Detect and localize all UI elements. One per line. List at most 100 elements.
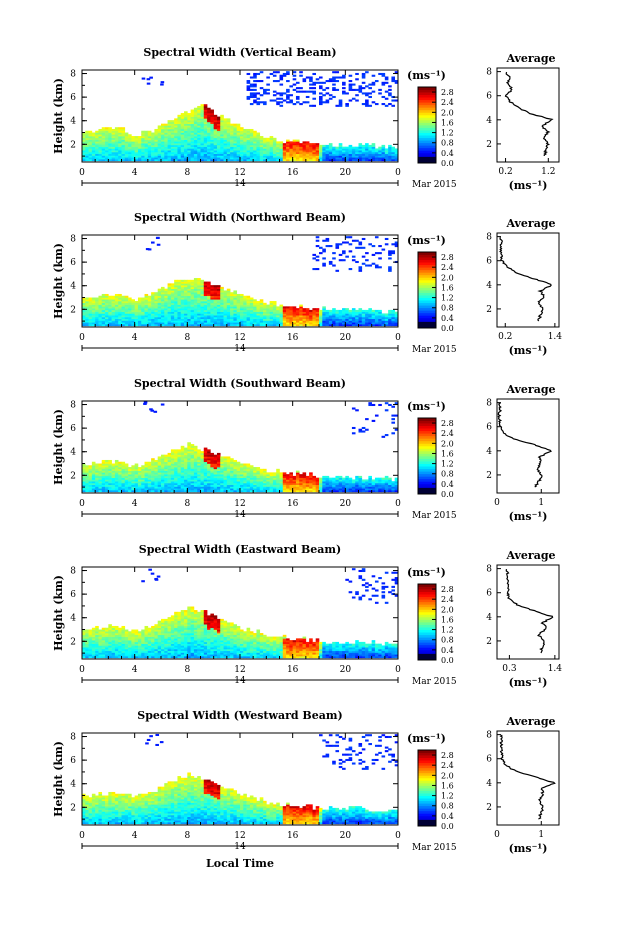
heatmap-cell [338, 318, 343, 321]
heatmap-cell [174, 128, 178, 132]
heatmap-cell [253, 148, 257, 151]
heatmap-cell [101, 157, 106, 160]
heatmap-cell [95, 155, 99, 158]
heatmap-cell [315, 324, 320, 327]
heatmap-cell [210, 288, 214, 291]
heatmap-cell [174, 159, 178, 162]
heatmap-cell [144, 467, 149, 470]
heatmap-cell [220, 116, 224, 119]
heatmap-cell [170, 461, 175, 464]
heatmap-cell [98, 474, 103, 477]
heatmap-cell [207, 290, 211, 293]
heatmap-cell [207, 301, 211, 304]
heatmap-cell [193, 481, 198, 484]
heatmap-cell [98, 318, 103, 321]
heatmap-cell [230, 123, 234, 126]
heatmap-cell [118, 316, 122, 320]
heatmap-cell [328, 151, 333, 155]
heatmap-cell [263, 153, 267, 156]
heatmap-cell [233, 470, 238, 473]
colorbar-swatch [418, 277, 436, 281]
heatmap-cell [236, 468, 241, 471]
heatmap-cell [259, 136, 264, 139]
colorbar-swatch [418, 114, 436, 118]
heatmap-cell [240, 490, 244, 493]
heatmap-cell [193, 136, 198, 139]
colorbar-swatch [418, 137, 436, 141]
heatmap-cell [200, 311, 205, 314]
heatmap-cell [394, 315, 399, 318]
colorbar-frame [417, 251, 437, 329]
heatmap-cell [292, 324, 297, 327]
colorbar-swatch [418, 112, 436, 116]
heatmap-cell [335, 243, 340, 246]
heatmap-cell [161, 308, 165, 311]
heatmap-cell [315, 143, 320, 146]
heatmap-cell [190, 449, 195, 452]
heatmap-cell [272, 318, 277, 321]
heatmap-cell [190, 304, 195, 307]
heatmap-cell [388, 269, 392, 272]
heatmap-cell [236, 472, 241, 475]
heatmap-cell [147, 465, 152, 468]
heatmap-cell [187, 452, 191, 455]
heatmap-cell [226, 320, 231, 323]
heatmap-cell [151, 461, 155, 464]
heatmap-cell [82, 134, 86, 137]
heatmap-cell [200, 292, 205, 295]
heatmap-cell [388, 157, 392, 160]
heatmap-cell [180, 308, 185, 311]
heatmap-cell [190, 136, 195, 139]
heatmap-cell [286, 482, 290, 486]
heatmap-cell [82, 463, 86, 466]
heatmap-cell [371, 313, 376, 316]
heatmap-cell [276, 479, 280, 482]
heatmap-cell [391, 318, 396, 321]
heatmap-cell [164, 311, 168, 314]
heatmap-cell [154, 148, 159, 151]
heatmap-cell [161, 458, 165, 461]
heatmap-cell [332, 87, 336, 90]
heatmap-cell [203, 482, 208, 486]
heatmap-cell [309, 159, 313, 162]
heatmap-cell [276, 309, 280, 312]
heatmap-cell [249, 141, 254, 144]
heatmap-cell [292, 151, 297, 155]
heatmap-cell [144, 472, 149, 475]
heatmap-cell [88, 304, 93, 307]
heatmap-cell [279, 83, 284, 86]
heatmap-cell [345, 148, 349, 151]
heatmap-cell [345, 479, 349, 482]
heatmap-cell [295, 151, 300, 155]
heatmap-cell [279, 74, 284, 77]
heatmap-cell [361, 146, 366, 149]
heatmap-cell [315, 239, 320, 242]
y-tick-label: 6 [70, 93, 76, 103]
heatmap-cell [151, 318, 155, 321]
heatmap-cell [371, 74, 376, 77]
heatmap-cell [243, 316, 247, 320]
heatmap-cell [345, 486, 349, 489]
heatmap-cell [378, 311, 382, 314]
heatmap-cell [263, 137, 267, 140]
heatmap-cell [105, 318, 109, 321]
heatmap-cell [147, 461, 152, 464]
heatmap-cell [338, 475, 343, 478]
heatmap-cell [226, 315, 231, 318]
heatmap-cell [249, 475, 254, 478]
heatmap-cell [348, 236, 353, 239]
heatmap-cell [118, 299, 122, 302]
heatmap-cell [197, 146, 201, 149]
heatmap-cell [114, 308, 119, 311]
heatmap-cell [174, 313, 178, 316]
heatmap-cell [114, 134, 119, 137]
heatmap-cell [177, 482, 182, 486]
heatmap-cell [213, 468, 218, 471]
heatmap-cell [144, 159, 149, 162]
heatmap-cell [105, 324, 109, 327]
heatmap-cell [193, 141, 198, 144]
heatmap-cell [319, 155, 323, 158]
heatmap-cell [332, 159, 336, 162]
heatmap-cell [384, 157, 389, 160]
heatmap-cell [253, 101, 257, 104]
